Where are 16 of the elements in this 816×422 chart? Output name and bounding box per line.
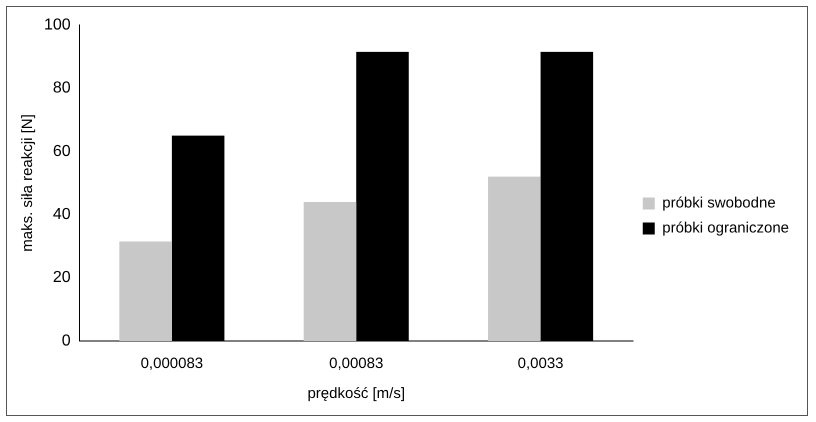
x-tick-label: 0,000083 xyxy=(140,355,204,372)
y-tick-label: 100 xyxy=(44,16,71,34)
bar xyxy=(119,241,172,341)
bar xyxy=(488,176,541,341)
x-tick-label: 0,0033 xyxy=(518,355,564,372)
y-axis-title: maks. siła reakcji [N] xyxy=(19,114,36,252)
y-tick-label: 20 xyxy=(52,269,71,286)
x-axis-title: prędkość [m/s] xyxy=(307,385,405,402)
y-tick-label: 0 xyxy=(62,332,71,350)
bar xyxy=(304,202,356,341)
y-tick-label: 80 xyxy=(52,80,71,97)
y-tick-label: 60 xyxy=(52,142,71,160)
y-tick-label: 40 xyxy=(52,206,71,224)
x-tick-label: 0,00083 xyxy=(329,355,384,372)
legend-label: próbki swobodne xyxy=(662,194,776,212)
legend-label: próbki ograniczone xyxy=(662,220,790,237)
